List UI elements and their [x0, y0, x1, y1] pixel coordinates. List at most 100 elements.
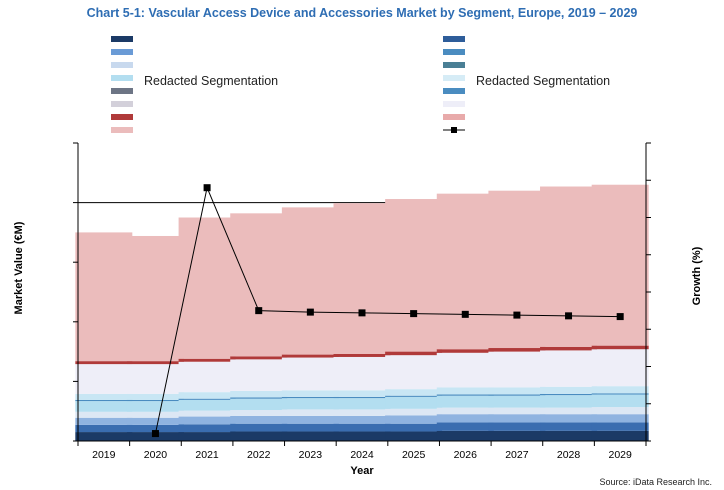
- growth-marker: [410, 310, 418, 318]
- chart-title: Chart 5-1: Vascular Access Device and Ac…: [87, 6, 638, 20]
- bar-segment: [230, 398, 288, 411]
- bar-segment: [230, 359, 288, 391]
- bar-segment: [178, 358, 236, 362]
- bar-segment: [591, 394, 649, 408]
- bars: [75, 184, 649, 441]
- growth-marker: [255, 307, 263, 315]
- bar-segment: [333, 398, 391, 410]
- bar-segment: [75, 393, 133, 400]
- bar-segment: [333, 423, 391, 432]
- legend-swatch: [111, 62, 133, 68]
- bar-segment: [385, 351, 443, 356]
- legend-swatch: [443, 36, 465, 42]
- legend-swatch: [443, 62, 465, 68]
- legend-right-label: Redacted Segmentation: [476, 74, 610, 88]
- bar-segment: [385, 355, 443, 390]
- growth-marker: [151, 430, 159, 438]
- bar-segment: [436, 387, 494, 395]
- bar-segment: [281, 207, 339, 355]
- bar-segment: [385, 199, 443, 352]
- legend-left-label: Redacted Segmentation: [144, 74, 278, 88]
- bar-segment: [126, 364, 184, 394]
- bar-segment: [385, 389, 443, 396]
- bar-segment: [591, 393, 649, 395]
- bar-segment: [230, 213, 288, 357]
- x-tick-labels: 2019 2020 2021 2022 2023 2024 2025 2026 2027 2028…: [92, 449, 632, 461]
- bar-segment: [436, 414, 494, 423]
- legend-swatch: [443, 49, 465, 55]
- bar-segment: [126, 401, 184, 412]
- bar-segment: [540, 393, 598, 396]
- bar-segment: [591, 407, 649, 415]
- legend-swatch: [111, 127, 133, 133]
- axes: [73, 142, 651, 446]
- growth-marker: [513, 311, 521, 319]
- legend-swatch: [111, 101, 133, 107]
- legend: [111, 36, 465, 133]
- bar-segment: [75, 417, 133, 425]
- bar-segment: [385, 408, 443, 416]
- bar-segment: [178, 432, 236, 441]
- x-tick-label: 2024: [350, 449, 374, 461]
- bar-segment: [540, 414, 598, 423]
- bar-segment: [385, 395, 443, 397]
- x-tick-label: 2025: [402, 449, 426, 461]
- bar-segment: [488, 394, 546, 396]
- y-axis-label: Market Value (€M): [13, 221, 25, 314]
- x-tick-label: 2027: [505, 449, 529, 461]
- bar-segment: [591, 349, 649, 387]
- bar-segment: [281, 431, 339, 441]
- bar-segment: [591, 345, 649, 350]
- bar-segment: [333, 390, 391, 397]
- bar-segment: [230, 415, 288, 424]
- legend-swatch: [111, 49, 133, 55]
- bar-segment: [436, 422, 494, 431]
- bar-segment: [385, 423, 443, 432]
- bar-segment: [281, 415, 339, 424]
- bar-segment: [75, 401, 133, 412]
- bar-segment: [540, 395, 598, 408]
- bar-segment: [178, 398, 236, 400]
- bar-segment: [178, 416, 236, 425]
- bar-segment: [488, 407, 546, 415]
- bar-segment: [75, 232, 133, 362]
- bar-segment: [126, 399, 184, 402]
- bar-segment: [281, 390, 339, 397]
- bar-segment: [540, 386, 598, 394]
- bar-segment: [75, 399, 133, 402]
- bar-segment: [178, 217, 236, 359]
- x-tick-label: 2026: [454, 449, 478, 461]
- bar-segment: [488, 348, 546, 352]
- bar-segment: [591, 386, 649, 394]
- growth-marker: [203, 184, 211, 192]
- x-tick-label: 2021: [195, 449, 219, 461]
- bar-segment: [488, 395, 546, 408]
- bar-segment: [540, 430, 598, 441]
- bar-segment: [230, 397, 288, 399]
- x-tick-label: 2029: [609, 449, 633, 461]
- growth-marker: [565, 312, 573, 320]
- growth-marker: [616, 313, 624, 321]
- bar-segment: [281, 354, 339, 358]
- bar-segment: [75, 361, 133, 365]
- bar-segment: [281, 423, 339, 432]
- bar-segment: [333, 356, 391, 391]
- bar-segment: [436, 430, 494, 441]
- bar-segment: [230, 390, 288, 398]
- growth-marker: [358, 309, 366, 317]
- x-tick-label: 2020: [144, 449, 168, 461]
- bar-segment: [75, 432, 133, 441]
- bar-segment: [126, 424, 184, 433]
- x-axis-label: Year: [350, 465, 374, 477]
- legend-swatch: [443, 114, 465, 120]
- bar-segment: [436, 407, 494, 415]
- legend-swatch: [111, 75, 133, 81]
- legend-swatch: [111, 36, 133, 42]
- bar-segment: [281, 409, 339, 416]
- bar-segment: [333, 203, 391, 354]
- bar-segment: [75, 411, 133, 418]
- growth-marker: [306, 308, 314, 316]
- bar-segment: [436, 394, 494, 396]
- bar-segment: [591, 430, 649, 441]
